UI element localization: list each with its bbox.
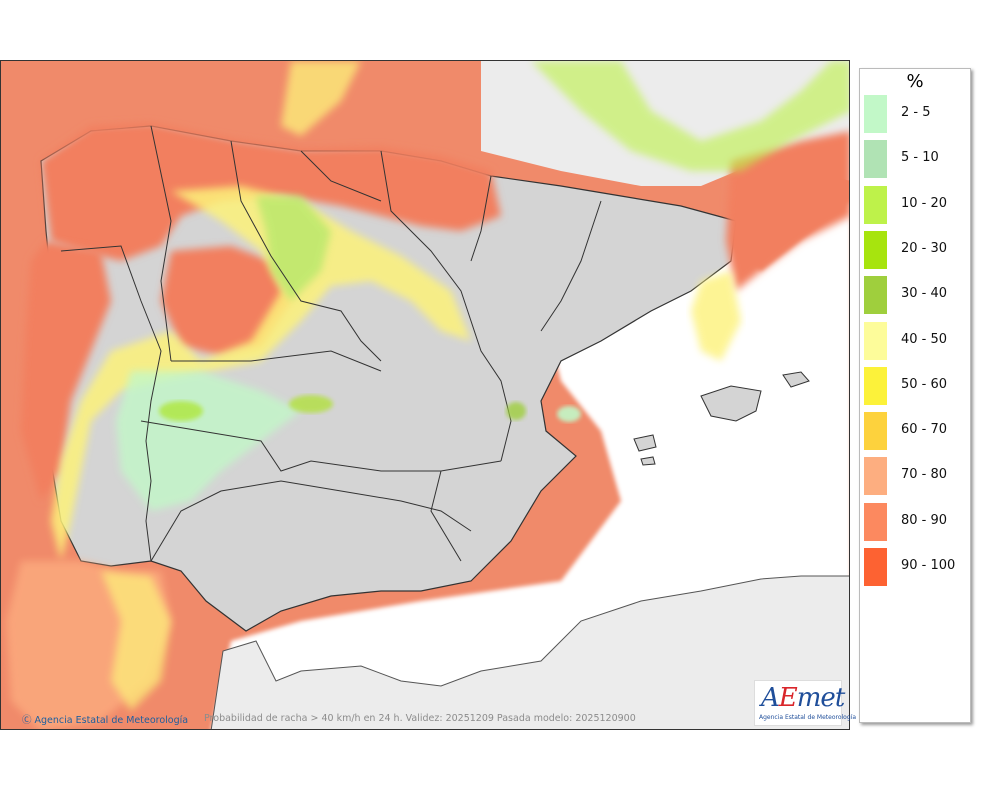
- legend-label: 90 - 100: [901, 558, 956, 573]
- legend-swatch: [864, 412, 887, 451]
- portugal-coast-high: [21, 241, 111, 501]
- legend-item: 10 - 20: [864, 182, 968, 224]
- legend-label: 40 - 50: [901, 331, 948, 347]
- legend-swatch: [864, 366, 887, 405]
- legend-swatch: [864, 185, 887, 224]
- gulf-lion-bands: [531, 61, 849, 171]
- north-high-band: [41, 123, 501, 261]
- legend-swatch: [864, 95, 887, 133]
- legend-item: 50 - 60: [864, 363, 968, 405]
- legend-swatch: [864, 321, 887, 360]
- legend-label: 2 - 5: [901, 105, 931, 120]
- legend-swatch: [864, 140, 887, 179]
- menorca-island: [782, 371, 810, 388]
- formentera-island: [640, 456, 656, 466]
- legend-swatch: [864, 502, 887, 541]
- lightgreen-spot-sea: [557, 406, 581, 422]
- aemet-logo-word: AEmet: [761, 683, 845, 713]
- legend-item: 80 - 90: [864, 499, 968, 541]
- catalonia-high: [726, 131, 849, 291]
- map-canvas[interactable]: [0, 60, 850, 730]
- southwest-coast-yellow: [101, 571, 171, 711]
- transition-band-yellow: [51, 186, 471, 561]
- map-caption: Probabilidad de racha > 40 km/h en 24 h.…: [204, 713, 636, 724]
- aemet-logo: AEmet Agencia Estatal de Meteorología: [754, 680, 856, 726]
- transition-band-green: [256, 196, 331, 301]
- aemet-logo-subtext: Agencia Estatal de Meteorología: [759, 714, 856, 721]
- legend-label: 60 - 70: [901, 422, 948, 438]
- legend-label: 70 - 80: [901, 467, 948, 483]
- legend-item: 60 - 70: [864, 408, 968, 451]
- legend-swatch: [864, 548, 887, 586]
- legend-item: 2 - 5: [864, 91, 968, 133]
- legend-label: 20 - 30: [901, 240, 948, 256]
- ibiza-island: [633, 434, 657, 452]
- legend-item: 5 - 10: [864, 136, 968, 179]
- legend-item: 70 - 80: [864, 453, 968, 496]
- legend-label: 80 - 90: [901, 512, 948, 528]
- legend-label: 50 - 60: [901, 376, 948, 392]
- green-spot-center: [289, 395, 333, 413]
- legend-label: 5 - 10: [901, 150, 939, 166]
- legend-item: 90 - 100: [864, 544, 968, 586]
- legend-item: 40 - 50: [864, 318, 968, 360]
- green-spot-valencia: [506, 402, 526, 420]
- legend-item: 20 - 30: [864, 227, 968, 269]
- legend-label: 30 - 40: [901, 286, 948, 302]
- biscay-top-bands: [281, 61, 361, 136]
- probability-map: [1, 61, 849, 729]
- legend-label: 10 - 20: [901, 195, 948, 211]
- copyright-text: Ⓒ Agencia Estatal de Meteorología: [22, 715, 189, 726]
- north-africa-land: [210, 575, 849, 729]
- legend-title: %: [906, 71, 924, 92]
- legend-item: 30 - 40: [864, 272, 968, 315]
- green-spot-west: [159, 401, 203, 421]
- balearic-channel-band: [691, 271, 741, 361]
- legend-swatch: [864, 457, 887, 496]
- legend-swatch: [864, 230, 887, 269]
- mallorca-island: [700, 385, 762, 422]
- legend-panel: % 2 - 5 5 - 10 10 - 20 20 - 30 30 - 40 40 - 5…: [859, 68, 971, 723]
- portugal-border: [60, 245, 162, 562]
- legend-swatch: [864, 276, 887, 315]
